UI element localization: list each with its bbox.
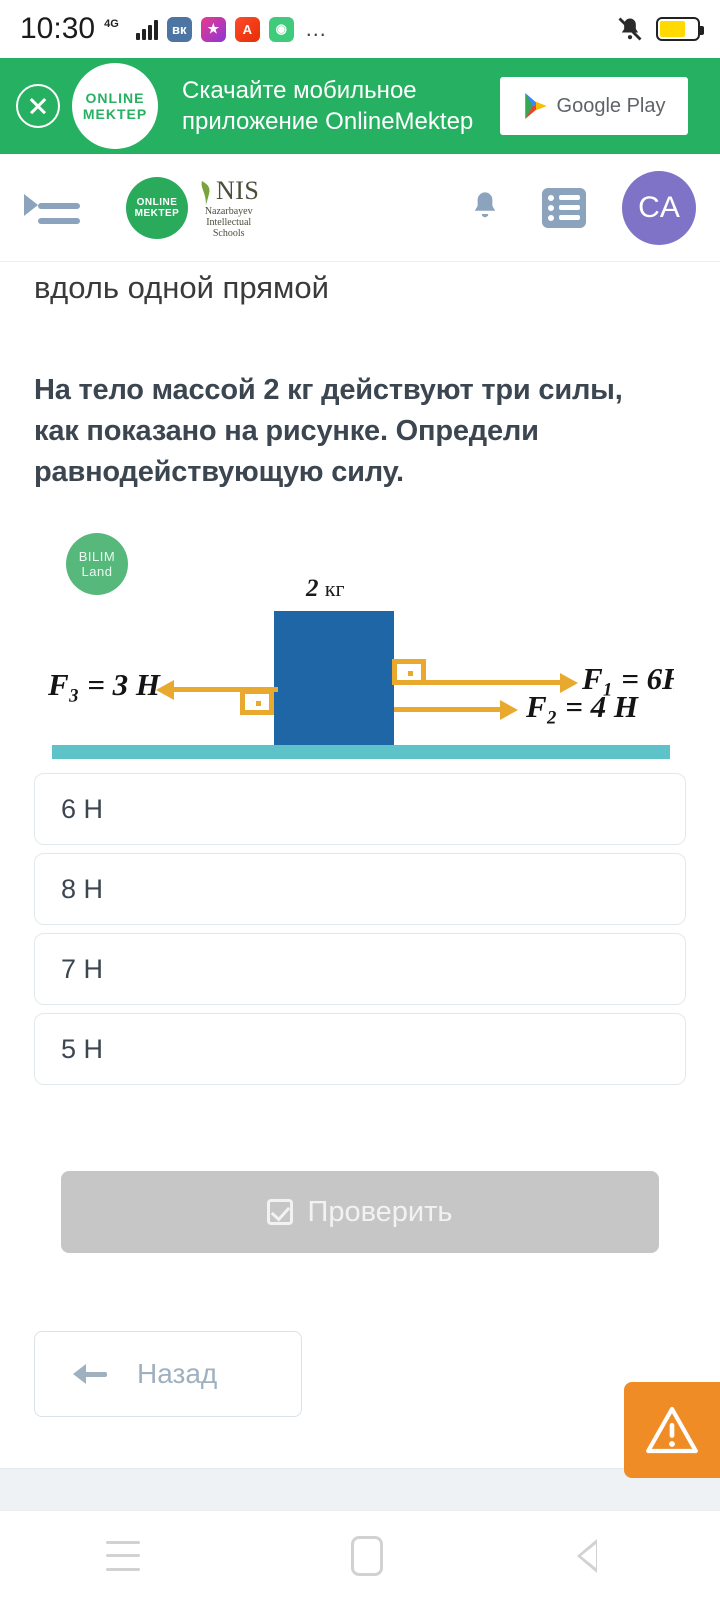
force-3-label: F₃ = 3 H <box>48 667 160 703</box>
page-title-visible-line: вдоль одной прямой <box>34 270 329 305</box>
bell-muted-icon <box>616 15 644 43</box>
mass-unit: кг <box>324 576 345 601</box>
force-3-hook <box>240 689 274 715</box>
option-label: 6 Н <box>61 793 104 824</box>
mass-label: 2 кг <box>306 575 344 603</box>
back-button-label: Назад <box>137 1358 218 1389</box>
google-play-label: Google Play <box>556 94 666 117</box>
sidebar-toggle-icon[interactable] <box>24 186 80 230</box>
back-button[interactable]: Назад <box>34 1331 302 1417</box>
android-navigation-bar <box>0 1510 720 1600</box>
question-text: На тело массой 2 кг действуют три силы, … <box>34 370 686 493</box>
force-2-arrow-head <box>500 700 518 720</box>
nis-sub-line1: Nazarbayev <box>204 206 253 217</box>
promo-logo-line2: MEKTEP <box>82 106 148 122</box>
app-navbar: ONLINE MEKTEP NIS Nazarbayev Intellectua… <box>0 154 720 262</box>
force-3-arrow-head <box>156 680 174 700</box>
onlinemektep-logo: ONLINE MEKTEP <box>72 63 158 149</box>
option-label: 7 Н <box>61 953 104 984</box>
promo-text-line1: Скачайте мобильное <box>182 77 417 104</box>
question-line-1: На тело массой 2 кг действуют три силы, <box>34 374 623 406</box>
force-1-arrow-head <box>560 673 578 693</box>
nis-sub-line2: Intellectual <box>206 217 252 228</box>
network-type-label: 4G <box>104 17 119 30</box>
bell-icon[interactable] <box>468 188 502 228</box>
promo-banner: ONLINE MEKTEP Скачайте мобильное приложе… <box>0 58 720 154</box>
battery-icon <box>656 17 704 41</box>
force-1-arrow-shaft <box>394 680 562 685</box>
vk-icon: вк <box>166 16 192 42</box>
nav-logo-line1: ONLINE <box>136 196 178 208</box>
promo-logo-line1: ONLINE <box>85 90 145 106</box>
question-line-2: как показано на рисунке. Определи <box>34 415 539 447</box>
force-2-label: F₂ = 4 H <box>526 689 638 725</box>
physics-diagram: BILIM Land 2 кг F₁ = 6H F₂ = 4 H F₃ = 3 … <box>34 521 674 761</box>
bilimland-watermark: BILIM Land <box>66 533 128 595</box>
nis-leaf-icon <box>201 181 210 205</box>
check-button[interactable]: Проверить <box>61 1171 659 1253</box>
status-time: 10:30 <box>20 12 96 45</box>
nis-sub-line3: Schools <box>212 228 245 239</box>
status-bar-right <box>616 15 704 43</box>
force-2-text: F₂ = 4 H <box>526 689 639 724</box>
watermark-line1: BILIM <box>78 549 116 564</box>
question-line-3: равнодействующую силу. <box>34 456 404 488</box>
signal-bars-icon <box>135 18 158 40</box>
overflow-dots-icon: … <box>304 16 328 41</box>
list-icon[interactable] <box>542 187 586 228</box>
close-icon[interactable] <box>16 84 60 128</box>
home-icon[interactable] <box>350 1535 383 1576</box>
page-title: Сложение сил, направленных вдоль одной п… <box>34 264 674 310</box>
force-2-arrow-shaft <box>394 707 502 712</box>
checkbox-checked-icon <box>267 1199 294 1225</box>
promo-text: Скачайте мобильное приложение OnlineMekt… <box>168 75 490 137</box>
nav-logo-line2: MEKTEP <box>134 207 180 219</box>
force-1-label: F₁ = 6H <box>582 661 674 697</box>
force-1-text: F₁ = 6H <box>582 661 674 696</box>
option-label: 8 Н <box>61 873 104 904</box>
mass-value: 2 <box>306 575 319 602</box>
nis-name: NIS <box>216 176 260 205</box>
option-item[interactable]: 5 Н <box>34 1013 686 1085</box>
check-button-label: Проверить <box>307 1195 453 1228</box>
lesson-content: Сложение сил, направленных вдоль одной п… <box>0 264 720 1417</box>
arrow-left-icon <box>73 1364 107 1384</box>
option-item[interactable]: 7 Н <box>34 933 686 1005</box>
google-play-icon <box>524 93 547 119</box>
recents-icon[interactable] <box>105 1540 140 1571</box>
back-icon[interactable] <box>577 1538 614 1573</box>
page-footer-strip <box>0 1468 720 1512</box>
force-3-arrow-shaft <box>174 687 278 692</box>
google-play-button[interactable]: Google Play <box>500 77 688 135</box>
watermark-line2: Land <box>81 564 113 579</box>
onlinemektep-logo-nav[interactable]: ONLINE MEKTEP <box>126 176 188 239</box>
promo-text-line2: приложение OnlineMektep <box>182 108 474 135</box>
mass-block <box>274 611 394 745</box>
force-3-text: F₃ = 3 H <box>48 667 161 702</box>
status-bar-left: 10:30 4G вк ★ A ◉ … <box>20 12 616 46</box>
answer-options: 6 Н 8 Н 7 Н 5 Н <box>34 773 686 1085</box>
avatar-initials: CA <box>638 190 680 224</box>
whatsapp-like-icon: ◉ <box>268 16 294 42</box>
warning-triangle-icon <box>646 1406 698 1454</box>
page-title-clipped: Сложение сил, направленных вдоль одной п… <box>34 264 686 322</box>
report-problem-button[interactable] <box>624 1382 720 1478</box>
option-item[interactable]: 6 Н <box>34 773 686 845</box>
option-label: 5 Н <box>61 1033 104 1064</box>
aliexpress-icon: A <box>234 16 260 42</box>
ground-surface <box>52 745 670 759</box>
avatar[interactable]: CA <box>622 170 696 245</box>
star-app-icon: ★ <box>200 16 226 42</box>
option-item[interactable]: 8 Н <box>34 853 686 925</box>
nis-logo: NIS Nazarbayev Intellectual Schools <box>198 176 259 239</box>
status-bar: 10:30 4G вк ★ A ◉ … <box>0 0 720 58</box>
